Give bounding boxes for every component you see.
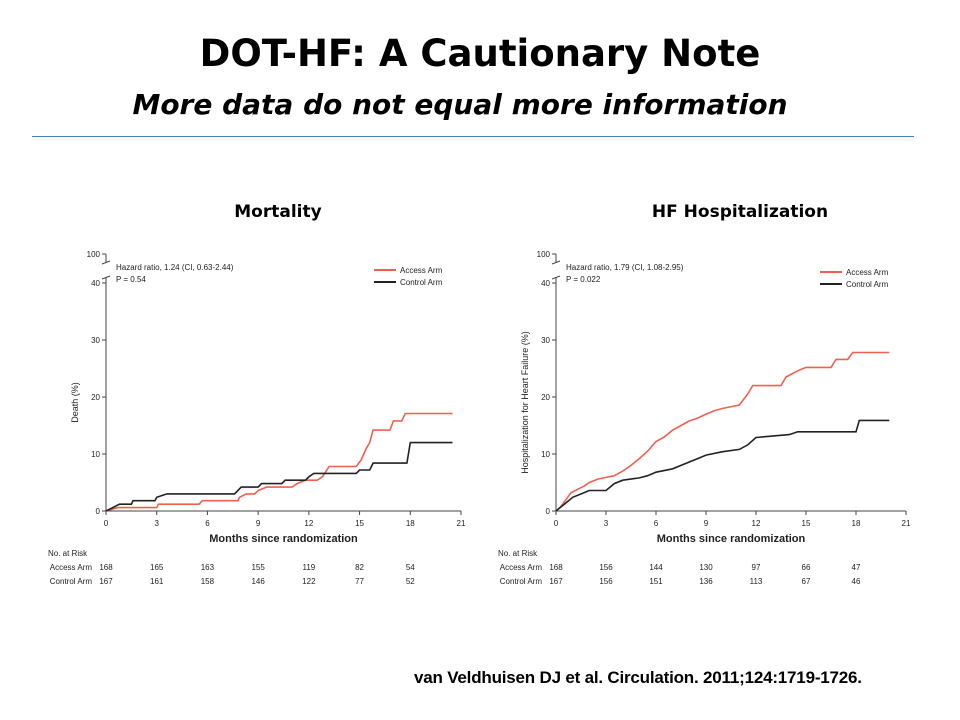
risk-table-cell: 163 <box>201 563 215 572</box>
risk-table-row-label: Access Arm <box>500 563 543 572</box>
y-axis-break-mark <box>101 260 111 280</box>
mortality-chart: 0 10 20 30 40 100 0 3 6 9 12 15 18 21 Months since ran… <box>48 250 466 586</box>
x-tick-label: 12 <box>304 519 313 528</box>
legend-label: Control Arm <box>846 280 889 289</box>
risk-table-cell: 97 <box>752 563 761 572</box>
x-tick-label: 0 <box>554 519 559 528</box>
risk-table-cell: 165 <box>150 563 164 572</box>
x-tick-label: 6 <box>654 519 659 528</box>
risk-table-cell: 158 <box>201 577 215 586</box>
x-tick-label: 12 <box>752 519 761 528</box>
y-tick-label: 0 <box>546 507 551 516</box>
x-tick-label: 15 <box>802 519 811 528</box>
risk-table-header: No. at Risk <box>48 549 88 558</box>
x-tick-label: 18 <box>406 519 415 528</box>
x-tick-label: 15 <box>355 519 364 528</box>
risk-table-cell: 168 <box>99 563 113 572</box>
x-axis-label: Months since randomization <box>209 533 358 545</box>
risk-table-cell: 156 <box>599 577 613 586</box>
y-tick-label: 10 <box>541 450 550 459</box>
title-divider <box>32 136 914 137</box>
y-tick-label: 30 <box>91 336 100 345</box>
y-tick-label: 40 <box>541 279 550 288</box>
annotation-text: Hazard ratio, 1.79 (CI, 1.08-2.95) <box>566 263 684 272</box>
y-tick-label: 40 <box>91 279 100 288</box>
risk-table-cell: 82 <box>355 563 364 572</box>
risk-table-header: No. at Risk <box>498 549 538 558</box>
x-tick-label: 21 <box>902 519 911 528</box>
risk-table-cell: 156 <box>599 563 613 572</box>
y-axis-label: Hospitalization for Heart Failure (%) <box>520 331 530 474</box>
legend-label: Access Arm <box>400 266 443 275</box>
risk-table-cell: 130 <box>699 563 713 572</box>
y-axis-label: Death (%) <box>70 382 80 423</box>
y-tick-label: 30 <box>541 336 550 345</box>
x-tick-label: 3 <box>604 519 609 528</box>
risk-table-cell: 67 <box>802 577 811 586</box>
x-tick-label: 21 <box>457 519 466 528</box>
series-line-control-arm <box>105 441 453 512</box>
hf-hospitalization-chart-title: HF Hospitalization <box>651 202 829 222</box>
y-tick-label: 100 <box>537 250 551 259</box>
risk-table-cell: 66 <box>802 563 811 572</box>
risk-table-cell: 167 <box>99 577 113 586</box>
risk-table-cell: 122 <box>302 577 316 586</box>
risk-table-cell: 168 <box>549 563 563 572</box>
y-tick-label: 100 <box>87 250 101 259</box>
x-tick-label: 0 <box>104 519 109 528</box>
x-axis-label: Months since randomization <box>657 533 806 545</box>
y-tick-label: 0 <box>96 507 101 516</box>
mortality-chart-title: Mortality <box>234 202 322 222</box>
risk-table-cell: 144 <box>649 563 663 572</box>
legend-label: Access Arm <box>846 268 889 277</box>
slide-title: DOT-HF: A Cautionary Note <box>199 32 761 75</box>
risk-table-cell: 136 <box>699 577 713 586</box>
annotation-text: P = 0.022 <box>566 275 601 284</box>
series-line-access-arm <box>555 351 890 512</box>
x-tick-label: 9 <box>704 519 709 528</box>
risk-table-cell: 146 <box>251 577 265 586</box>
risk-table-cell: 161 <box>150 577 164 586</box>
annotation-text: P = 0.54 <box>116 275 146 284</box>
risk-table-row-label: Control Arm <box>50 577 93 586</box>
risk-table-cell: 46 <box>852 577 861 586</box>
x-tick-label: 9 <box>256 519 261 528</box>
hf-hospitalization-chart: 0 10 20 30 40 100 0 3 6 9 12 15 18 21 Months since ran… <box>498 250 911 586</box>
risk-table-row-label: Access Arm <box>50 563 93 572</box>
slide-subtitle: More data do not equal more information <box>132 88 788 121</box>
y-axis-break-mark <box>551 260 561 280</box>
annotation-text: Hazard ratio, 1.24 (CI, 0.63-2.44) <box>116 263 234 272</box>
x-tick-label: 18 <box>852 519 861 528</box>
risk-table-cell: 47 <box>852 563 861 572</box>
risk-table-cell: 54 <box>406 563 415 572</box>
risk-table-row-label: Control Arm <box>500 577 543 586</box>
risk-table-cell: 167 <box>549 577 563 586</box>
y-tick-label: 20 <box>91 393 100 402</box>
y-tick-label: 10 <box>91 450 100 459</box>
x-tick-label: 6 <box>205 519 210 528</box>
legend-label: Control Arm <box>400 278 443 287</box>
risk-table-cell: 113 <box>750 577 763 586</box>
x-tick-label: 3 <box>154 519 159 528</box>
risk-table-cell: 119 <box>302 563 315 572</box>
risk-table-cell: 151 <box>649 577 663 586</box>
risk-table-cell: 77 <box>355 577 364 586</box>
series-line-control-arm <box>555 419 890 512</box>
risk-table-cell: 52 <box>406 577 415 586</box>
citation: van Veldhuisen DJ et al. Circulation. 20… <box>414 668 862 687</box>
series-line-access-arm <box>105 412 453 512</box>
risk-table-cell: 155 <box>251 563 265 572</box>
y-tick-label: 20 <box>541 393 550 402</box>
